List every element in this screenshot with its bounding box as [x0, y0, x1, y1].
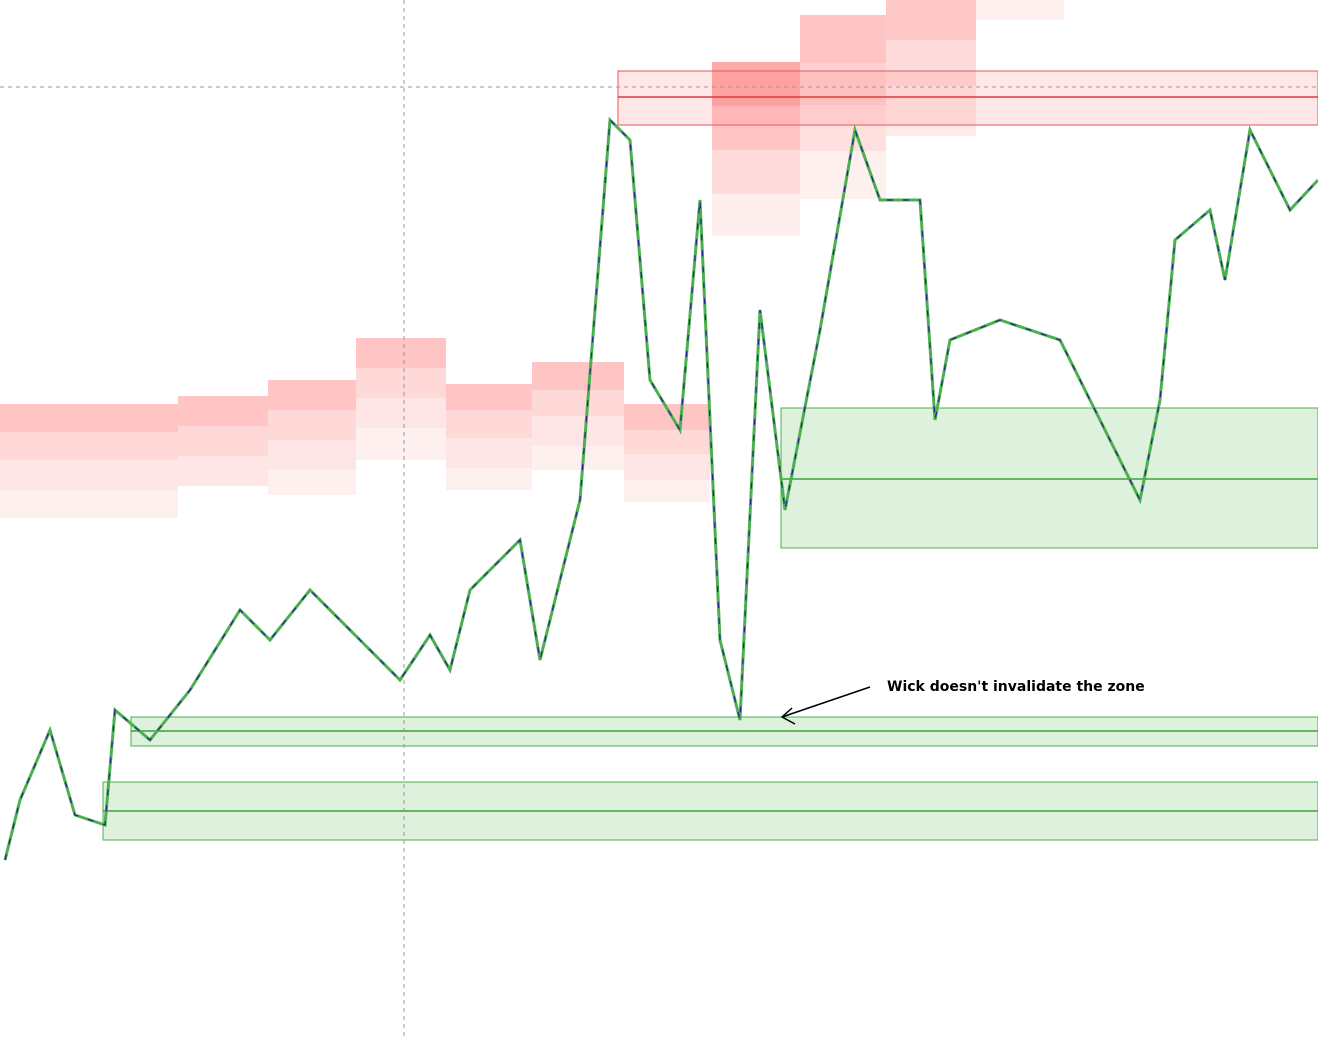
- supply-gradient: [0, 0, 1064, 518]
- annotation: Wick doesn't invalidate the zone: [887, 679, 1145, 695]
- price-path-shadow: [4, 118, 1318, 861]
- zones: [102, 70, 1318, 841]
- annotation-arrow: [780, 686, 871, 725]
